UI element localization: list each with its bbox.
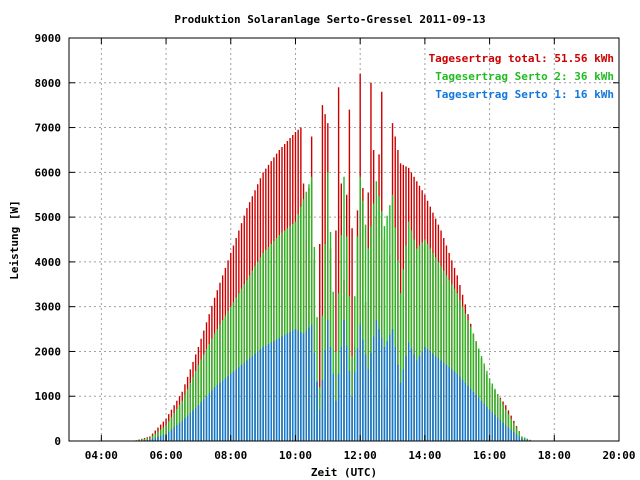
y-tick-label: 7000 xyxy=(35,122,62,135)
plot-frame xyxy=(68,37,620,442)
x-tick-label: 16:00 xyxy=(473,449,506,462)
y-tick-label: 1000 xyxy=(35,390,62,403)
x-tick-label: 12:00 xyxy=(344,449,377,462)
y-tick-label: 0 xyxy=(54,435,61,448)
y-tick-label: 2000 xyxy=(35,345,62,358)
bar-series xyxy=(135,73,531,441)
x-tick-label: 20:00 xyxy=(602,449,635,462)
legend: Tagesertrag total: 51.56 kWh Tagesertrag… xyxy=(429,52,614,101)
y-tick-label: 5000 xyxy=(35,211,62,224)
y-axis-label: Leistung [W] xyxy=(8,200,21,279)
x-tick-label: 08:00 xyxy=(214,449,247,462)
x-tick-label: 14:00 xyxy=(408,449,441,462)
y-tick-label: 6000 xyxy=(35,166,62,179)
bar-serto-1-group xyxy=(135,320,531,441)
chart-title: Produktion Solaranlage Serto-Gressel 201… xyxy=(174,13,485,26)
legend-entry-serto-1: Tagesertrag Serto 1: 16 kWh xyxy=(435,88,614,101)
legend-entry-serto-2: Tagesertrag Serto 2: 36 kWh xyxy=(435,70,614,83)
y-tick-label: 3000 xyxy=(35,301,62,314)
y-tick-label: 8000 xyxy=(35,77,62,90)
y-tick-label: 9000 xyxy=(35,32,62,45)
axes: 0 1000 2000 3000 4000 5000 6000 7000 8000 9000 04:… xyxy=(35,32,636,462)
x-tick-label: 04:00 xyxy=(85,449,118,462)
x-tick-label: 18:00 xyxy=(538,449,571,462)
y-tick-label: 4000 xyxy=(35,256,62,269)
x-tick-label: 10:00 xyxy=(279,449,312,462)
x-tick-label: 06:00 xyxy=(149,449,182,462)
legend-entry-total: Tagesertrag total: 51.56 kWh xyxy=(429,52,614,65)
x-axis-label: Zeit (UTC) xyxy=(311,466,377,479)
